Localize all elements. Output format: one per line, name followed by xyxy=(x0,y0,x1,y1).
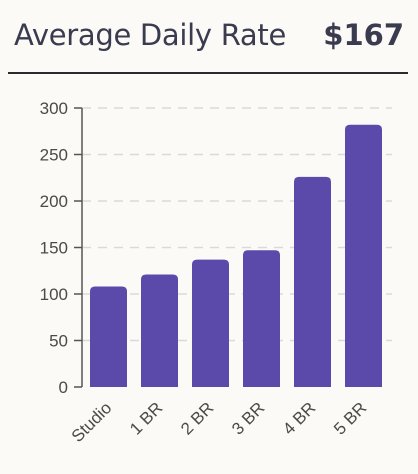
axes xyxy=(74,107,83,388)
bar-1-br xyxy=(141,274,178,387)
y-tick-label: 50 xyxy=(49,332,68,351)
bars xyxy=(90,124,382,388)
grid-lines xyxy=(82,107,392,342)
card-title: Average Daily Rate xyxy=(14,18,286,52)
x-tick-label: 5 BR xyxy=(330,398,370,438)
y-tick-label: 0 xyxy=(59,378,68,397)
y-tick-label: 300 xyxy=(40,99,68,118)
y-tick-label: 100 xyxy=(40,285,68,304)
x-tick-label: Studio xyxy=(68,398,116,446)
y-tick-label: 250 xyxy=(40,146,68,165)
bar-5-br xyxy=(345,124,382,388)
y-tick-label: 150 xyxy=(40,239,68,258)
bar-studio xyxy=(90,286,127,387)
bar-4-br xyxy=(294,176,331,387)
card-header: Average Daily Rate $167 xyxy=(8,0,408,74)
x-tick-label: 2 BR xyxy=(177,398,217,438)
bar-2-br xyxy=(192,259,229,387)
y-tick-labels: 0 50 100 150 200 250 300 xyxy=(40,99,68,397)
x-tick-label: 1 BR xyxy=(126,398,166,438)
x-tick-label: 3 BR xyxy=(228,398,268,438)
y-tick-label: 200 xyxy=(40,192,68,211)
x-tick-label: 4 BR xyxy=(279,398,319,438)
bar-3-br xyxy=(243,250,280,387)
headline-value: $167 xyxy=(323,18,404,52)
x-tick-labels: Studio 1 BR 2 BR 3 BR 4 BR 5 BR xyxy=(68,398,371,446)
